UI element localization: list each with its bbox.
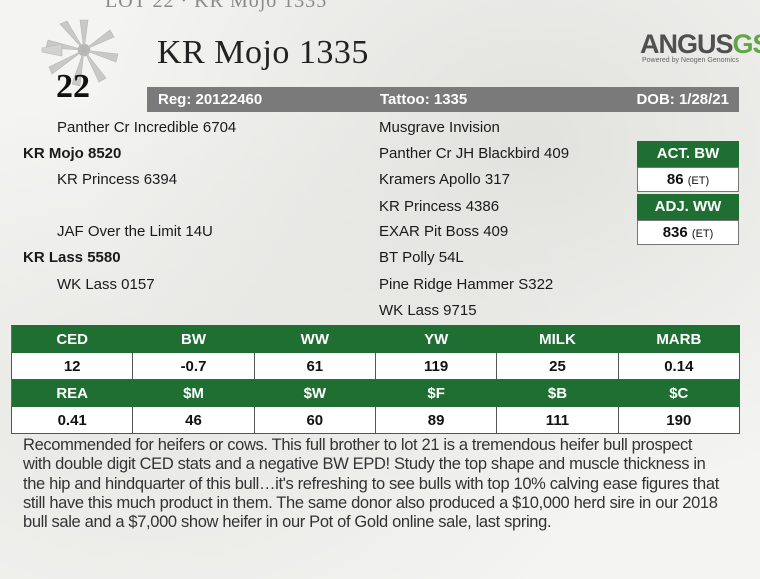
date-of-birth: DOB: 1/28/21 bbox=[636, 91, 729, 108]
pedigree-right-6: BT Polly 54L bbox=[379, 249, 464, 266]
windmill-icon bbox=[41, 19, 119, 87]
epd-header-rea: REA bbox=[10, 379, 134, 407]
epd-header-m: $M bbox=[132, 379, 255, 407]
act-bw-value: 86 bbox=[666, 171, 684, 188]
epd-value-ww: 61 bbox=[253, 352, 376, 380]
angus-gs-logo: ANGUSGS Powered by Neogen Genomics bbox=[640, 29, 760, 74]
act-bw-label: ACT. BW bbox=[637, 141, 739, 167]
pedigree-right-3: Kramers Apollo 317 bbox=[379, 171, 510, 188]
epd-header-row-2: REA $M $W $F $B $C bbox=[10, 379, 741, 407]
lot-number: 22 bbox=[56, 68, 90, 105]
epd-value-rea: 0.41 bbox=[10, 406, 134, 434]
pedigree-sire-sire: Panther Cr Incredible 6704 bbox=[57, 119, 237, 136]
epd-value-m: 46 bbox=[132, 406, 255, 434]
pedigree-right-7: Pine Ridge Hammer S322 bbox=[379, 276, 554, 293]
adj-ww-label: ADJ. WW bbox=[637, 194, 739, 220]
pedigree-dam: KR Lass 5580 bbox=[23, 249, 121, 266]
epd-value-row-1: 12 -0.7 61 119 25 0.14 bbox=[10, 352, 741, 380]
adj-ww-note: (ET) bbox=[691, 228, 714, 240]
epd-header-yw: YW bbox=[374, 325, 498, 353]
epd-header-ced: CED bbox=[10, 325, 134, 353]
epd-value-marb: 0.14 bbox=[617, 352, 741, 380]
epd-header-w: $W bbox=[253, 379, 376, 407]
epd-header-bw: BW bbox=[132, 325, 255, 353]
tattoo: Tattoo: 1335 bbox=[380, 91, 468, 108]
logo-tagline: Powered by Neogen Genomics bbox=[642, 57, 739, 64]
act-bw-value-cell: 86 (ET) bbox=[637, 167, 739, 192]
pedigree-right-2: Panther Cr JH Blackbird 409 bbox=[379, 145, 570, 162]
epd-value-c: 190 bbox=[617, 406, 741, 434]
pedigree-dam-sire: JAF Over the Limit 14U bbox=[57, 223, 213, 240]
lot-description: Recommended for heifers or cows. This fu… bbox=[23, 436, 719, 532]
info-bar: Reg: 20122460 Tattoo: 1335 DOB: 1/28/21 bbox=[147, 87, 739, 112]
pedigree-sire: KR Mojo 8520 bbox=[23, 145, 122, 162]
adjusted-weaning-weight-box: ADJ. WW 836 (ET) bbox=[637, 194, 739, 245]
epd-value-f: 89 bbox=[374, 406, 498, 434]
epd-header-marb: MARB bbox=[617, 325, 741, 353]
logo-main-text: ANGUS bbox=[640, 29, 734, 59]
epd-value-row-2: 0.41 46 60 89 111 190 bbox=[10, 406, 741, 434]
epd-value-b: 111 bbox=[496, 406, 619, 434]
epd-value-w: 60 bbox=[253, 406, 376, 434]
pedigree-right-1: Musgrave Invision bbox=[379, 119, 500, 136]
epd-header-f: $F bbox=[374, 379, 498, 407]
epd-header-ww: WW bbox=[253, 325, 376, 353]
pedigree-right-5: EXAR Pit Boss 409 bbox=[379, 223, 509, 240]
epd-value-milk: 25 bbox=[496, 352, 619, 380]
cut-off-header-text: LOT 22 · KR Mojo 1335 bbox=[105, 0, 328, 12]
adj-ww-value: 836 bbox=[662, 224, 688, 241]
logo-accent-text: GS bbox=[732, 29, 760, 59]
pedigree-dam-dam: WK Lass 0157 bbox=[57, 276, 155, 293]
epd-header-b: $B bbox=[496, 379, 619, 407]
epd-value-yw: 119 bbox=[374, 352, 498, 380]
epd-header-c: $C bbox=[617, 379, 741, 407]
epd-header-milk: MILK bbox=[496, 325, 619, 353]
registration-number: Reg: 20122460 bbox=[158, 91, 263, 108]
epd-table: CED BW WW YW MILK MARB 12 -0.7 61 119 25… bbox=[10, 325, 741, 434]
act-bw-note: (ET) bbox=[687, 175, 710, 187]
pedigree-right-4: KR Princess 4386 bbox=[379, 198, 500, 215]
actual-birth-weight-box: ACT. BW 86 (ET) bbox=[637, 141, 739, 192]
adj-ww-value-cell: 836 (ET) bbox=[637, 220, 739, 245]
pedigree-sire-dam: KR Princess 6394 bbox=[57, 171, 178, 188]
epd-value-bw: -0.7 bbox=[132, 352, 255, 380]
animal-name: KR Mojo 1335 bbox=[157, 34, 369, 71]
epd-value-ced: 12 bbox=[10, 352, 134, 380]
pedigree-right-8: WK Lass 9715 bbox=[379, 302, 477, 319]
epd-header-row-1: CED BW WW YW MILK MARB bbox=[10, 325, 741, 353]
